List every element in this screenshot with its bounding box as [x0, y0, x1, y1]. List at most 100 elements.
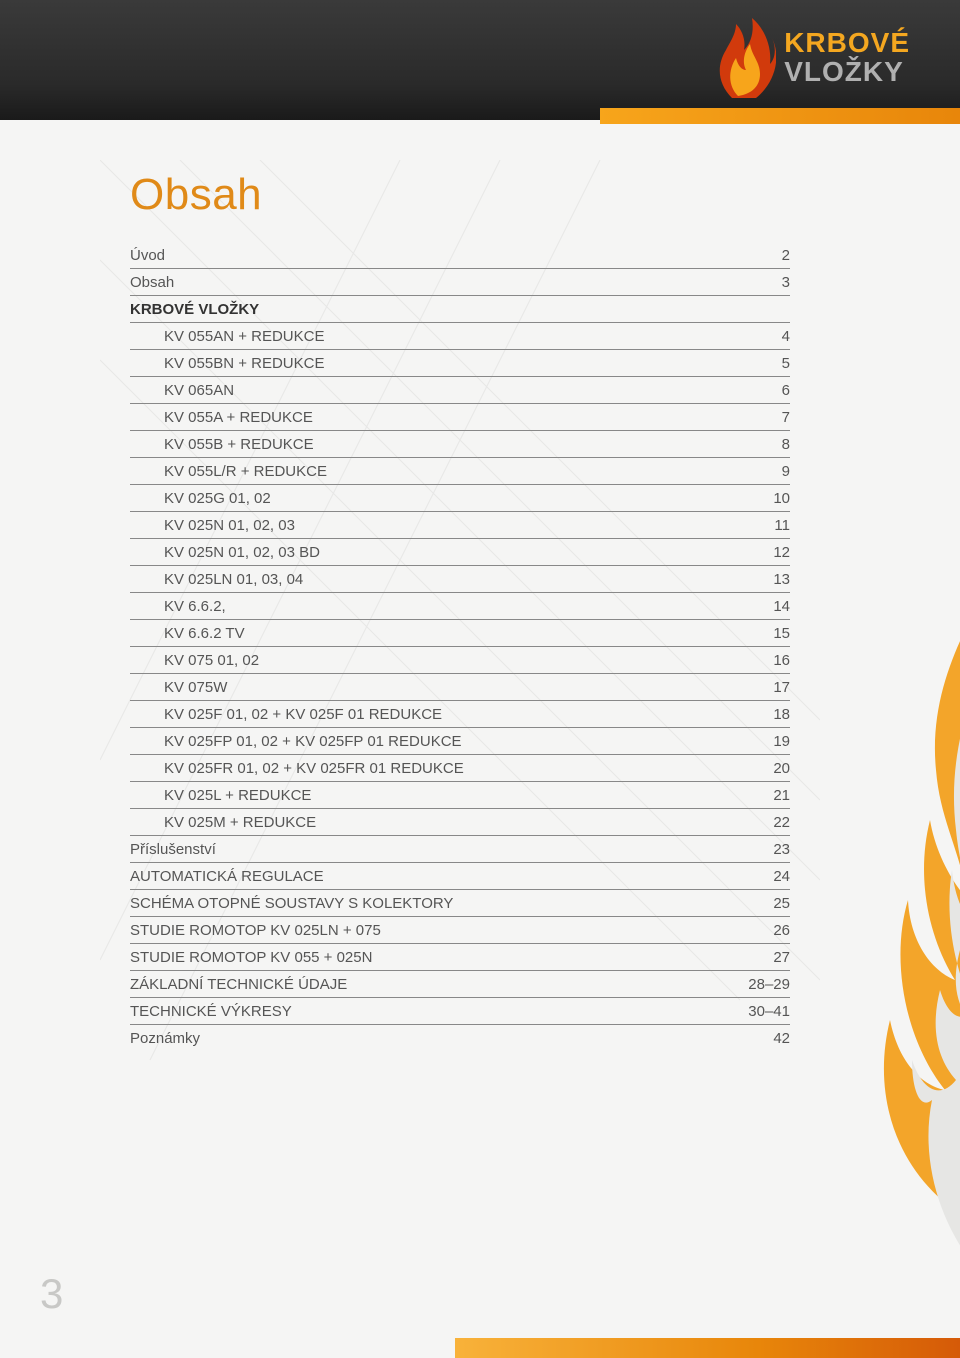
toc-page: 8 — [782, 436, 790, 453]
toc-label: KV 025FR 01, 02 + KV 025FR 01 REDUKCE — [130, 760, 464, 777]
toc-page: 19 — [773, 733, 790, 750]
toc-page: 30–41 — [748, 1003, 790, 1020]
toc-page: 11 — [774, 517, 790, 534]
toc-row: KV 6.6.2, 14 — [130, 593, 790, 620]
toc-label: Obsah — [130, 274, 174, 291]
toc-row: KRBOVÉ VLOŽKY — [130, 296, 790, 323]
toc-page: 24 — [773, 868, 790, 885]
toc-page: 21 — [773, 787, 790, 804]
toc-row: KV 025N 01, 02, 03 BD 12 — [130, 539, 790, 566]
toc-page: 26 — [773, 922, 790, 939]
toc-page: 42 — [773, 1030, 790, 1047]
toc-row: KV 025FR 01, 02 + KV 025FR 01 REDUKCE 20 — [130, 755, 790, 782]
toc-row: KV 025LN 01, 03, 04 13 — [130, 566, 790, 593]
toc-page: 13 — [773, 571, 790, 588]
toc-page: 18 — [773, 706, 790, 723]
toc-label: KV 025G 01, 02 — [130, 490, 271, 507]
toc-row: SCHÉMA OTOPNÉ SOUSTAVY S KOLEKTORY 25 — [130, 890, 790, 917]
toc-page: 2 — [782, 247, 790, 264]
toc-row: STUDIE ROMOTOP KV 055 + 025N 27 — [130, 944, 790, 971]
toc-label: KRBOVÉ VLOŽKY — [130, 301, 259, 318]
toc-label: Poznámky — [130, 1030, 200, 1047]
brand-line1: KRBOVÉ — [784, 28, 910, 57]
toc-label: KV 055B + REDUKCE — [130, 436, 314, 453]
toc-label: KV 025L + REDUKCE — [130, 787, 311, 804]
toc-label: STUDIE ROMOTOP KV 055 + 025N — [130, 949, 372, 966]
toc-page: 14 — [773, 598, 790, 615]
toc-page: 20 — [773, 760, 790, 777]
toc-label: KV 055AN + REDUKCE — [130, 328, 324, 345]
toc-label: KV 6.6.2, — [130, 598, 226, 615]
toc-label: STUDIE ROMOTOP KV 025LN + 075 — [130, 922, 381, 939]
toc-row: KV 055AN + REDUKCE 4 — [130, 323, 790, 350]
toc-label: SCHÉMA OTOPNÉ SOUSTAVY S KOLEKTORY — [130, 895, 453, 912]
toc-row: KV 025F 01, 02 + KV 025F 01 REDUKCE 18 — [130, 701, 790, 728]
toc-label: KV 025N 01, 02, 03 — [130, 517, 295, 534]
content: Obsah Úvod 2 Obsah 3 KRBOVÉ VLOŽKY KV 055AN +… — [130, 170, 790, 1051]
toc-row: KV 055A + REDUKCE 7 — [130, 404, 790, 431]
toc-label: KV 065AN — [130, 382, 234, 399]
toc-label: KV 025FP 01, 02 + KV 025FP 01 REDUKCE — [130, 733, 462, 750]
toc-row: KV 075 01, 02 16 — [130, 647, 790, 674]
table-of-contents: Úvod 2 Obsah 3 KRBOVÉ VLOŽKY KV 055AN + REDUK… — [130, 242, 790, 1051]
toc-row: KV 055B + REDUKCE 8 — [130, 431, 790, 458]
footer-orange-strip — [455, 1338, 960, 1358]
toc-row: KV 025FP 01, 02 + KV 025FP 01 REDUKCE 19 — [130, 728, 790, 755]
toc-label: KV 075W — [130, 679, 227, 696]
toc-label: KV 055A + REDUKCE — [130, 409, 313, 426]
brand-logo: KRBOVÉ VLOŽKY — [712, 14, 910, 100]
toc-row: Příslušenství 23 — [130, 836, 790, 863]
toc-label: KV 025LN 01, 03, 04 — [130, 571, 303, 588]
toc-label: ZÁKLADNÍ TECHNICKÉ ÚDAJE — [130, 976, 347, 993]
toc-page: 12 — [773, 544, 790, 561]
toc-row: KV 025L + REDUKCE 21 — [130, 782, 790, 809]
toc-row: Poznámky 42 — [130, 1025, 790, 1051]
toc-page: 15 — [773, 625, 790, 642]
side-flame — [860, 620, 960, 1260]
toc-row: KV 055L/R + REDUKCE 9 — [130, 458, 790, 485]
toc-page: 9 — [782, 463, 790, 480]
toc-page: 23 — [773, 841, 790, 858]
toc-row: TECHNICKÉ VÝKRESY 30–41 — [130, 998, 790, 1025]
header-orange-strip — [600, 108, 960, 124]
brand-text: KRBOVÉ VLOŽKY — [784, 28, 910, 87]
toc-page: 5 — [782, 355, 790, 372]
toc-page: 17 — [773, 679, 790, 696]
toc-row: KV 065AN 6 — [130, 377, 790, 404]
page-title: Obsah — [130, 170, 790, 220]
toc-label: AUTOMATICKÁ REGULACE — [130, 868, 324, 885]
brand-line2: VLOŽKY — [784, 57, 910, 86]
toc-row: STUDIE ROMOTOP KV 025LN + 075 26 — [130, 917, 790, 944]
toc-page: 16 — [773, 652, 790, 669]
toc-label: Úvod — [130, 247, 165, 264]
toc-row: Obsah 3 — [130, 269, 790, 296]
toc-label: KV 075 01, 02 — [130, 652, 259, 669]
toc-page: 4 — [782, 328, 790, 345]
toc-page: 3 — [782, 274, 790, 291]
toc-page: 27 — [773, 949, 790, 966]
toc-label: Příslušenství — [130, 841, 216, 858]
toc-label: KV 6.6.2 TV — [130, 625, 245, 642]
toc-label: KV 025M + REDUKCE — [130, 814, 316, 831]
toc-label: KV 025F 01, 02 + KV 025F 01 REDUKCE — [130, 706, 442, 723]
toc-row: KV 025N 01, 02, 03 11 — [130, 512, 790, 539]
toc-row: KV 055BN + REDUKCE 5 — [130, 350, 790, 377]
toc-page: 7 — [782, 409, 790, 426]
toc-label: KV 055L/R + REDUKCE — [130, 463, 327, 480]
toc-row: KV 025G 01, 02 10 — [130, 485, 790, 512]
toc-label: TECHNICKÉ VÝKRESY — [130, 1003, 292, 1020]
page-number: 3 — [40, 1270, 63, 1318]
toc-page: 10 — [773, 490, 790, 507]
toc-page: 22 — [773, 814, 790, 831]
toc-label: KV 055BN + REDUKCE — [130, 355, 324, 372]
flame-icon — [712, 14, 776, 100]
toc-row: ZÁKLADNÍ TECHNICKÉ ÚDAJE 28–29 — [130, 971, 790, 998]
toc-row: Úvod 2 — [130, 242, 790, 269]
toc-page: 25 — [773, 895, 790, 912]
toc-row: KV 075W 17 — [130, 674, 790, 701]
toc-page: 28–29 — [748, 976, 790, 993]
toc-row: KV 025M + REDUKCE 22 — [130, 809, 790, 836]
toc-row: KV 6.6.2 TV 15 — [130, 620, 790, 647]
toc-label: KV 025N 01, 02, 03 BD — [130, 544, 320, 561]
toc-page: 6 — [782, 382, 790, 399]
